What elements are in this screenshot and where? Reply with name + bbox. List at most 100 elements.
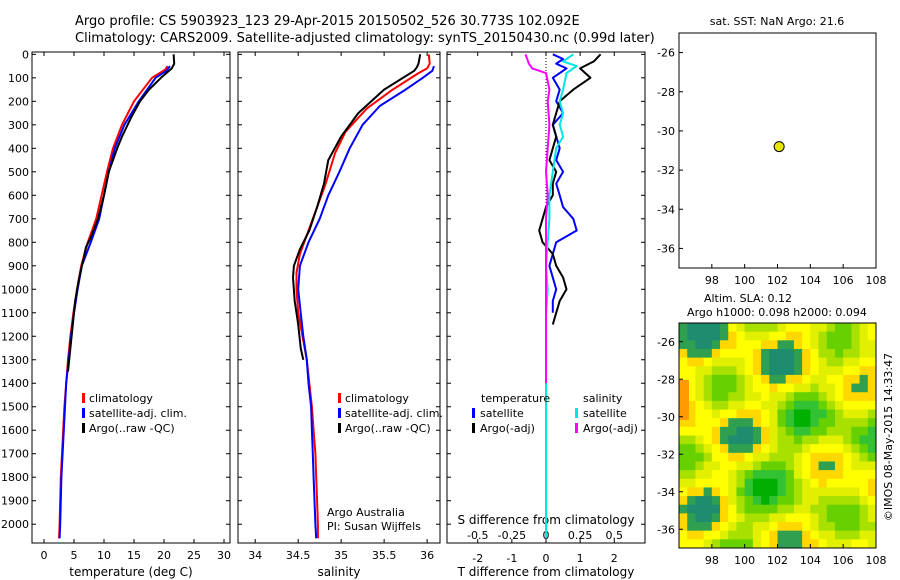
sla-cell <box>802 539 811 549</box>
sla-cell <box>695 522 705 532</box>
sla-cell <box>867 323 877 333</box>
sla-cell <box>711 470 721 480</box>
sla-cell <box>703 470 713 480</box>
sla-cell <box>769 470 778 480</box>
y-tick-label: -34 <box>657 203 675 216</box>
y-tick-label: 1800 <box>1 471 29 484</box>
sla-cell <box>818 513 828 523</box>
sla-cell <box>793 496 803 506</box>
legend-swatch <box>472 408 475 418</box>
sla-cell <box>818 530 828 540</box>
sla-cell <box>769 348 778 359</box>
sla-cell <box>793 461 803 471</box>
legend-swatch <box>472 423 475 433</box>
x-tick-label: 98 <box>705 274 719 287</box>
sla-cell <box>777 530 787 540</box>
sla-cell <box>687 504 696 514</box>
sla-cell <box>744 400 754 411</box>
sla-cell <box>810 444 820 454</box>
sla-cell <box>818 418 828 428</box>
sla-cell <box>785 374 795 385</box>
sla-cell <box>711 374 721 385</box>
sla-cell <box>752 400 762 411</box>
sla-cell <box>679 461 688 471</box>
sla-cell <box>703 435 713 445</box>
sla-cell <box>679 478 688 488</box>
sla-cell <box>810 409 820 419</box>
sla-cell <box>867 539 877 549</box>
sla-cell <box>752 444 762 454</box>
sla-cell <box>728 374 737 385</box>
sla-cell <box>679 340 688 350</box>
sla-cell <box>793 539 803 549</box>
sla-cell <box>810 461 820 471</box>
sla-cell <box>761 461 770 471</box>
sla-cell <box>703 400 713 411</box>
sla-cell <box>802 487 811 497</box>
x-tick-label: 1 <box>577 552 584 565</box>
sla-cell <box>818 496 828 506</box>
sla-cell <box>711 461 721 471</box>
sla-cell <box>826 366 836 376</box>
sla-cell <box>720 530 729 540</box>
sla-cell <box>834 426 844 436</box>
sla-cell <box>851 461 861 471</box>
y-tick-label: 1000 <box>1 283 29 296</box>
sla-cell <box>859 513 869 523</box>
x-tick-label: 10 <box>97 549 111 562</box>
sla-cell <box>752 340 762 350</box>
legend-swatch <box>338 423 341 433</box>
y-tick-label: 500 <box>8 166 29 179</box>
sla-cell <box>826 323 836 333</box>
y-tick-label: 700 <box>8 213 29 226</box>
x-tick-label: 36 <box>420 549 434 562</box>
sla-cell <box>711 392 721 402</box>
sla-cell <box>826 357 836 367</box>
sla-cell <box>802 496 811 506</box>
sla-cell <box>752 418 762 428</box>
sla-cell <box>736 426 746 436</box>
sla-cell <box>752 470 762 480</box>
sla-cell <box>802 400 811 411</box>
sla-cell <box>752 435 762 445</box>
sla-cell <box>720 513 729 523</box>
sla-cell <box>834 470 844 480</box>
sla-cell <box>826 383 836 393</box>
sla-cell <box>695 452 705 462</box>
s-tick-label: -0.25 <box>498 529 526 542</box>
sla-cell <box>843 383 852 393</box>
location-panel: 98 100 102 104 106 108 -26 -28 -30 -32 -34 -36 sat. … <box>657 15 886 287</box>
sla-title-2: Argo h1000: 0.098 h2000: 0.094 <box>687 306 867 319</box>
sla-cell <box>843 530 852 540</box>
sla-cell <box>834 487 844 497</box>
sla-cell <box>695 435 705 445</box>
sla-cell <box>711 513 721 523</box>
sla-cell <box>687 374 696 385</box>
sla-cell <box>802 366 811 376</box>
sla-cell <box>859 409 869 419</box>
sla-cell <box>687 461 696 471</box>
legend-swatch <box>575 408 578 418</box>
sla-cell <box>867 392 877 402</box>
sla-cell <box>769 357 778 367</box>
sla-cell <box>843 426 852 436</box>
salinity-panel: 34 34.5 35 35.5 36 salinity climatology satelli… <box>237 51 443 579</box>
legend-label: climatology <box>345 392 409 405</box>
sla-cell <box>867 530 877 540</box>
sla-cell <box>703 513 713 523</box>
sla-cell <box>843 461 852 471</box>
sla-cell <box>761 418 770 428</box>
sla-cell <box>679 348 688 359</box>
sla-cell <box>810 323 820 333</box>
sla-cell <box>687 366 696 376</box>
sla-cell <box>703 522 713 532</box>
sla-cell <box>818 348 828 359</box>
sla-cell <box>859 522 869 532</box>
sla-cell <box>736 496 746 506</box>
sla-cell <box>785 348 795 359</box>
sla-cell <box>711 452 721 462</box>
y-tick-label: 1700 <box>1 448 29 461</box>
sla-cell <box>703 496 713 506</box>
